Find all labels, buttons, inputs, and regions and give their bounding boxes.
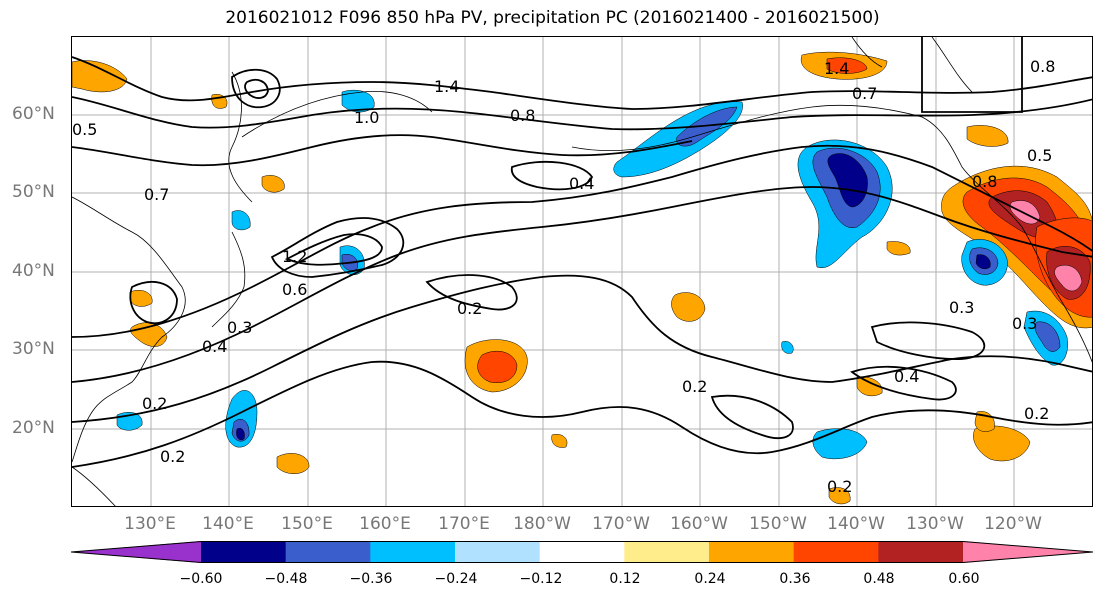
contour-label: 0.2	[682, 377, 707, 396]
colorbar-tick: 0.24	[694, 571, 726, 587]
contour-label: 0.2	[1024, 404, 1049, 423]
lon-label: 170°W	[592, 514, 650, 534]
map-canvas: 1.4 1.4 1.0 0.8 0.8 0.7 0.7 0.5 0.4 0.4 …	[72, 37, 1092, 506]
coastlines	[72, 37, 1092, 506]
contour-label: 0.3	[1012, 314, 1037, 333]
colorbar	[70, 541, 1094, 563]
contour-label: 0.5	[72, 120, 97, 139]
contour-label: 0.5	[1027, 146, 1052, 165]
contour-label: 0.4	[894, 367, 919, 386]
colorbar-tick: 0.36	[779, 571, 811, 587]
lon-label: 120°W	[984, 514, 1042, 534]
colorbar-tick: −0.24	[434, 571, 478, 587]
contour-label: 0.4	[202, 337, 227, 356]
colorbar-tick: 0.60	[948, 571, 980, 587]
lat-label: 20°N	[12, 418, 55, 438]
colorbar-extension-low	[71, 541, 201, 563]
colorbar-segment	[455, 541, 541, 563]
contour-label: 0.3	[949, 298, 974, 317]
colorbar-segment	[709, 541, 795, 563]
colorbar-segment	[539, 541, 625, 563]
lat-label: 50°N	[12, 182, 55, 202]
contour-label: 0.6	[282, 280, 307, 299]
contour-label-group: 1.4 1.4 1.0 0.8 0.8 0.7 0.7 0.5 0.4 0.4 …	[72, 57, 1055, 496]
colorbar-segment	[370, 541, 456, 563]
graticule	[72, 37, 1092, 506]
lon-label: 180°W	[513, 514, 571, 534]
lat-label: 60°N	[12, 104, 55, 124]
contour-label: 0.8	[972, 172, 997, 191]
colorbar-tick: −0.36	[349, 571, 393, 587]
contour-label: 0.2	[142, 394, 167, 413]
contour-label: 0.7	[852, 84, 877, 103]
contour-label: 1.0	[354, 108, 379, 127]
lon-label: 150°E	[281, 514, 333, 534]
lat-label: 40°N	[12, 261, 55, 281]
contour-label: 0.2	[160, 447, 185, 466]
colorbar-extension-high	[963, 541, 1093, 563]
map-panel: 1.4 1.4 1.0 0.8 0.8 0.7 0.7 0.5 0.4 0.4 …	[71, 36, 1093, 507]
contour-label: 0.2	[827, 477, 852, 496]
colorbar-segment	[624, 541, 710, 563]
contour-label: 0.8	[1030, 57, 1055, 76]
lon-label: 130°E	[124, 514, 176, 534]
colorbar-segment	[793, 541, 879, 563]
lon-label: 140°E	[202, 514, 254, 534]
lon-label: 130°W	[906, 514, 964, 534]
lat-label: 30°N	[12, 339, 55, 359]
lon-label: 160°W	[670, 514, 728, 534]
contour-label: 1.4	[824, 59, 849, 78]
pv-contours	[72, 37, 1092, 468]
contour-label: 0.2	[457, 299, 482, 318]
colorbar-segment	[201, 541, 287, 563]
lon-label: 140°W	[827, 514, 885, 534]
colorbar-tick: −0.12	[519, 571, 563, 587]
contour-label: 0.7	[144, 185, 169, 204]
contour-label: 0.8	[510, 106, 535, 125]
contour-label: 1.2	[282, 247, 307, 266]
precip-shading	[72, 51, 1092, 505]
colorbar-tick: 0.48	[863, 571, 895, 587]
colorbar-svg	[70, 541, 1094, 563]
colorbar-tick: 0.12	[609, 571, 641, 587]
contour-label: 0.4	[569, 174, 594, 193]
colorbar-segment	[878, 541, 964, 563]
colorbar-segment	[285, 541, 371, 563]
contour-label: 1.4	[434, 77, 459, 96]
colorbar-tick: −0.60	[179, 571, 223, 587]
colorbar-tick: −0.48	[264, 571, 308, 587]
map-title: 2016021012 F096 850 hPa PV, precipitatio…	[225, 8, 880, 28]
contour-label: 0.3	[227, 318, 252, 337]
lon-label: 150°W	[749, 514, 807, 534]
lon-label: 160°E	[359, 514, 411, 534]
lon-label: 170°E	[438, 514, 490, 534]
